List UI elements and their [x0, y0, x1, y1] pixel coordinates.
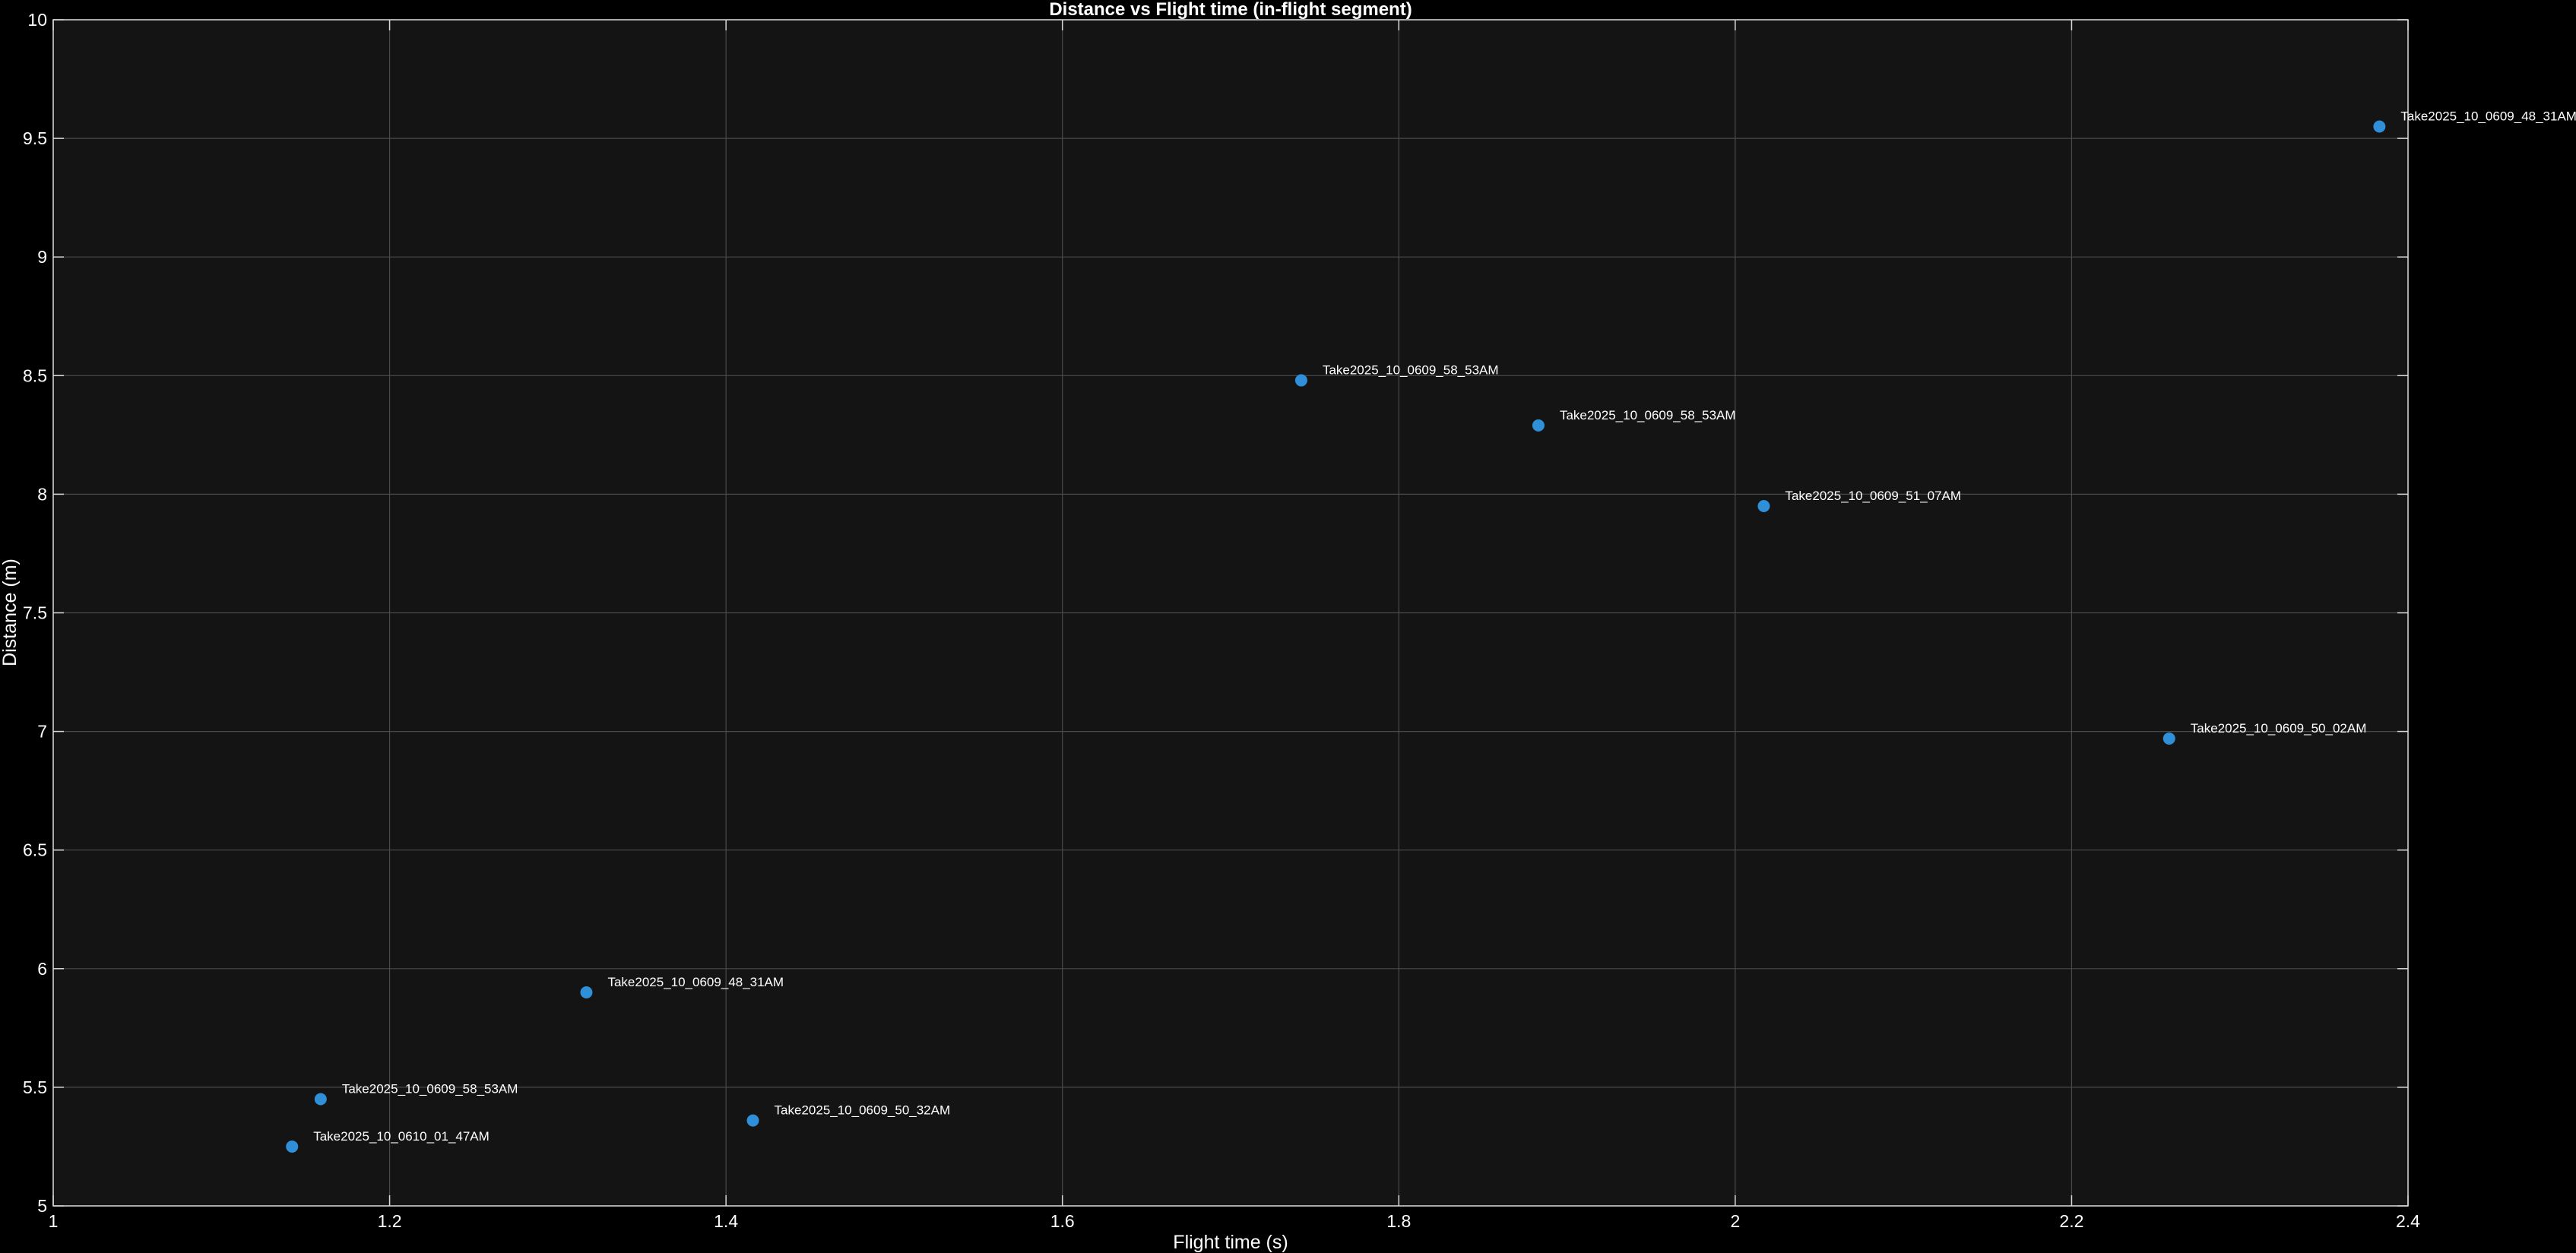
y-tick-label: 8.5 [23, 365, 47, 385]
chart-title: Distance vs Flight time (in-flight segme… [1049, 0, 1412, 20]
x-tick-label: 1.8 [1386, 1211, 1411, 1231]
data-point [2163, 732, 2175, 745]
axis-ticks: 1 1.2 1.4 1.6 1.8 2 2.2 2.4 5 5.5 6 6.5 7 7.5 8 8.5 9 9.5… [23, 10, 2420, 1231]
x-tick-label: 1.6 [1050, 1211, 1075, 1231]
data-point [746, 1114, 759, 1127]
data-point [1294, 374, 1307, 387]
data-point-group: Take2025_10_0610_01_47AM [286, 1129, 490, 1153]
data-point-group: Take2025_10_0609_58_53AM [314, 1082, 518, 1106]
y-axis-title: Distance (m) [0, 558, 21, 666]
y-tick-label: 6 [37, 959, 47, 979]
data-point-label: Take2025_10_0610_01_47AM [313, 1129, 490, 1144]
y-tick-label: 9 [37, 247, 47, 267]
y-tick-label: 9.5 [23, 128, 47, 148]
data-point-label: Take2025_10_0609_58_53AM [1560, 408, 1736, 422]
x-tick-label: 2.4 [2396, 1211, 2420, 1231]
x-tick-label: 1.2 [378, 1211, 402, 1231]
x-tick-label: 2 [1730, 1211, 1740, 1231]
y-tick-label: 10 [27, 10, 47, 30]
y-tick-label: 5 [37, 1196, 47, 1216]
data-point-group: Take2025_10_0609_48_31AM [2373, 109, 2576, 133]
data-point-label: Take2025_10_0609_48_31AM [2400, 109, 2576, 123]
data-point-label: Take2025_10_0609_48_31AM [607, 975, 784, 989]
data-point-group: Take2025_10_0609_48_31AM [580, 975, 784, 999]
data-points: Take2025_10_0610_01_47AM Take2025_10_0609… [286, 109, 2576, 1153]
x-tick-label: 1 [49, 1211, 59, 1231]
y-tick-label: 8 [37, 484, 47, 504]
data-point-group: Take2025_10_0609_51_07AM [1757, 489, 1961, 513]
data-point [286, 1140, 299, 1153]
x-tick-label: 1.4 [714, 1211, 738, 1231]
data-point-label: Take2025_10_0609_58_53AM [342, 1082, 518, 1096]
data-point [2373, 120, 2386, 133]
data-point-group: Take2025_10_0609_58_53AM [1294, 363, 1499, 387]
data-point-label: Take2025_10_0609_51_07AM [1785, 489, 1961, 503]
y-tick-label: 6.5 [23, 840, 47, 860]
data-point [1757, 500, 1770, 513]
data-point-group: Take2025_10_0609_50_32AM [746, 1103, 951, 1127]
data-point-label: Take2025_10_0609_50_02AM [2191, 721, 2367, 736]
data-point-label: Take2025_10_0609_58_53AM [1323, 363, 1499, 378]
y-tick-label: 7.5 [23, 603, 47, 623]
x-tick-label: 2.2 [2059, 1211, 2083, 1231]
y-tick-label: 7 [37, 722, 47, 742]
data-point [314, 1093, 327, 1106]
x-axis-title: Flight time (s) [1173, 1232, 1288, 1253]
data-point [1532, 419, 1545, 432]
data-point-group: Take2025_10_0609_58_53AM [1532, 408, 1736, 432]
data-point [580, 986, 593, 999]
y-tick-label: 5.5 [23, 1077, 47, 1097]
data-point-label: Take2025_10_0609_50_32AM [775, 1103, 951, 1118]
data-point-group: Take2025_10_0609_50_02AM [2163, 721, 2367, 745]
